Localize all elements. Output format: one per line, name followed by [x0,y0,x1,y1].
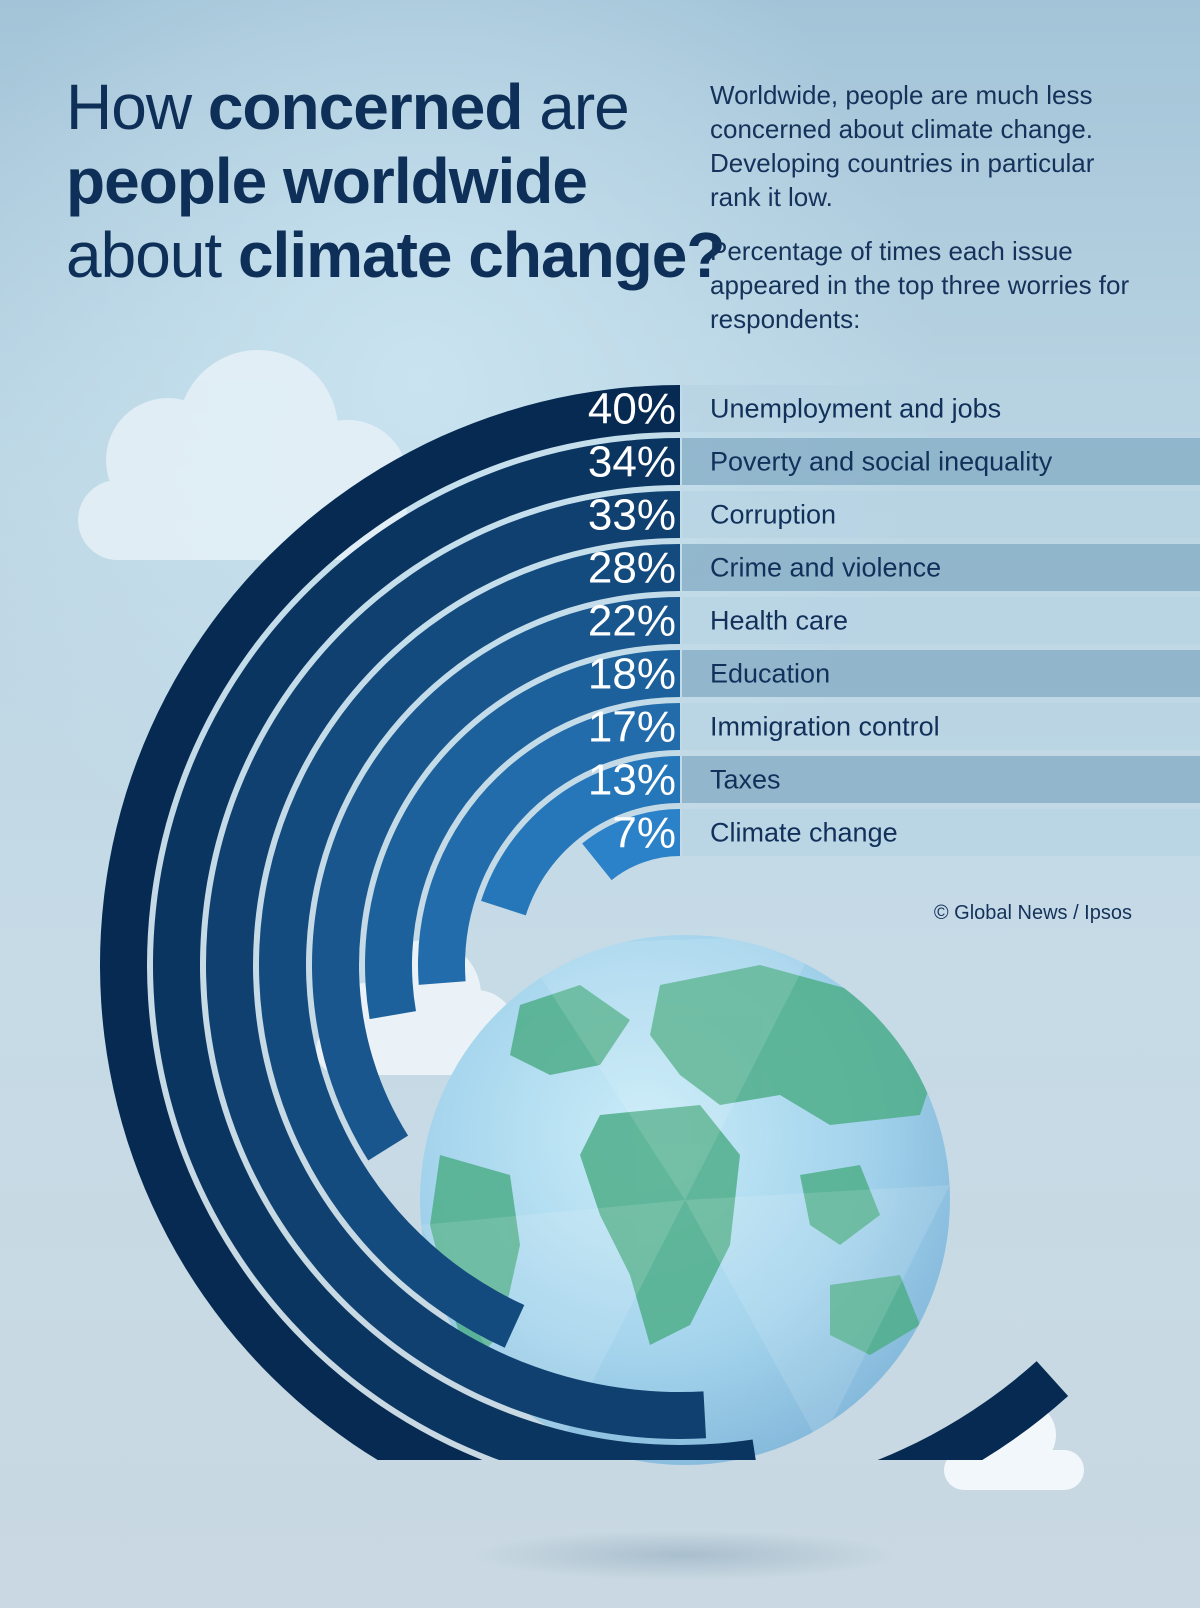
title-line-1: How concerned are [66,70,666,144]
title-text: How [66,71,208,143]
value-label: 34% [588,438,676,487]
category-label: Poverty and social inequality [710,447,1053,477]
title-emphasis: concerned [207,71,524,143]
arc-bar-8 [481,756,680,916]
category-label: Climate change [710,818,898,848]
arc-bar-5 [312,597,680,1161]
arc-bar-6 [364,650,680,1020]
label-band [682,809,1200,856]
value-label: 33% [588,491,676,540]
intro-paragraph-1: Worldwide, people are much less concerne… [710,80,1095,212]
label-band [682,438,1200,485]
label-band [682,703,1200,750]
label-band [682,491,1200,538]
category-label: Unemployment and jobs [710,394,1001,424]
arc-bar-4 [259,544,680,1348]
cloud-top-left [78,350,408,560]
label-band [682,544,1200,591]
category-label: Education [710,659,830,689]
category-label: Corruption [710,500,836,530]
radial-bar-chart: 40% Unemployment and jobs 34% Poverty and s… [100,385,1200,1460]
label-band [682,597,1200,644]
value-label: 13% [588,756,676,805]
value-label: 17% [588,703,676,752]
arc-bar-9 [582,809,680,881]
title-emphasis: climate change? [237,219,725,291]
intro-paragraph-2: Percentage of times each issue appeared … [710,236,1130,334]
category-label: Crime and violence [710,553,941,583]
value-label: 28% [588,544,676,593]
title-line-2: people worldwide [66,145,588,217]
label-band [682,385,1200,432]
label-band [682,756,1200,803]
title-line-3: about climate change? [66,218,725,292]
source-credit: © Global News / Ipsos [933,902,1132,924]
value-label: 22% [588,597,676,646]
arc-bar-7 [417,703,680,985]
category-label: Taxes [710,765,781,795]
value-label: 40% [588,385,676,434]
value-label: 7% [612,809,676,858]
category-label: Health care [710,606,848,636]
value-label: 18% [588,650,676,699]
intro-text: Worldwide, people are much less concerne… [710,78,1150,356]
category-label: Immigration control [710,712,940,742]
title-text: are [522,71,630,143]
chart-title: How concerned are people worldwide about… [66,70,725,292]
title-text: about [66,219,238,291]
label-band [682,650,1200,697]
